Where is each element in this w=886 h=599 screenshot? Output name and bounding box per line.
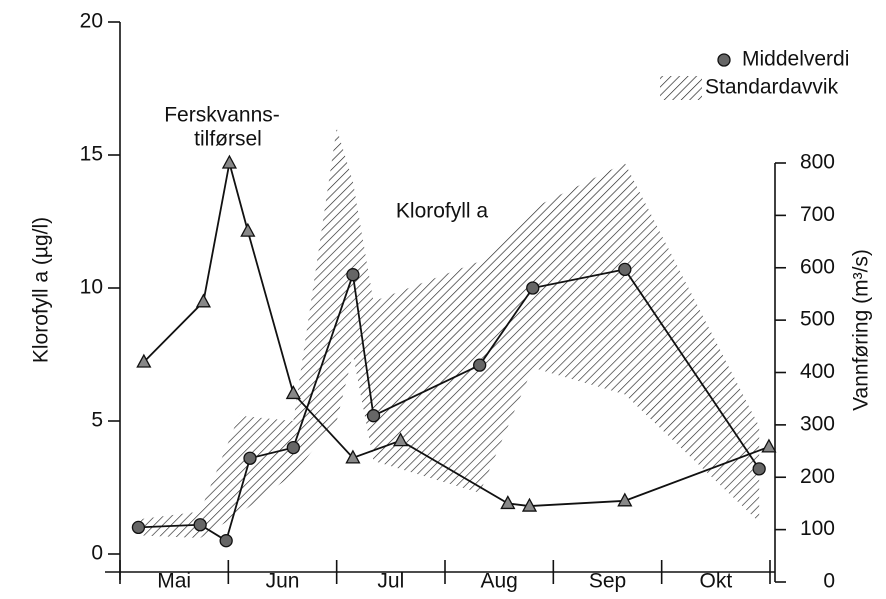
annotation: tilførsel <box>194 128 262 151</box>
circle-marker <box>243 451 257 465</box>
annotation: Klorofyll a <box>396 200 489 223</box>
x-tick-label: Aug <box>480 570 517 593</box>
circle-marker <box>286 440 300 455</box>
y2-tick-label: 600 <box>800 255 835 278</box>
triangle-marker <box>136 353 152 368</box>
y-tick-label: 0 <box>91 542 103 565</box>
y2-tick-label: 400 <box>800 360 835 383</box>
x-tick-label: Okt <box>699 570 732 593</box>
triangle-marker <box>392 432 409 447</box>
legend-label: Middelverdi <box>742 48 849 71</box>
circle-marker <box>752 462 766 476</box>
y-tick-label: 20 <box>80 10 103 33</box>
circle-marker <box>526 281 540 295</box>
circle-marker <box>131 520 146 535</box>
x-tick-label: Sep <box>589 570 626 593</box>
circle-marker <box>346 268 360 282</box>
circle-marker <box>473 358 487 372</box>
y2-tick-label: 800 <box>800 151 835 174</box>
std-band <box>138 128 760 539</box>
x-tick-label: Jul <box>377 570 404 593</box>
circle-marker <box>219 534 233 548</box>
triangle-marker <box>240 222 256 237</box>
y2-tick-label: 500 <box>800 308 835 331</box>
legend-label: Standardavvik <box>705 76 839 99</box>
triangle-marker <box>195 293 212 308</box>
y-tick-label: 10 <box>80 276 103 299</box>
triangle-marker <box>617 492 633 507</box>
triangle-marker <box>521 497 538 512</box>
triangle-marker <box>221 154 238 169</box>
x-tick-label: Jun <box>266 570 300 593</box>
y2-axis-label: Vannføring (m³/s) <box>850 249 873 411</box>
triangle-marker <box>285 385 301 400</box>
legend-marker <box>717 53 731 67</box>
y2-tick-label: 200 <box>800 465 835 488</box>
y2-tick-label: 0 <box>823 570 835 593</box>
y2-tick-label: 300 <box>800 412 835 435</box>
circle-marker <box>193 518 207 532</box>
y-tick-label: 15 <box>80 143 103 166</box>
legend-swatch <box>660 76 702 100</box>
triangle-marker <box>500 495 516 510</box>
triangle-marker <box>761 438 777 453</box>
y2-tick-label: 100 <box>800 517 835 540</box>
annotation: Ferskvanns- <box>164 104 280 127</box>
y-tick-label: 5 <box>91 409 103 432</box>
triangle-marker <box>345 449 361 464</box>
y2-tick-label: 700 <box>800 203 835 226</box>
x-tick-label: Mai <box>157 570 191 593</box>
circle-marker <box>618 262 632 277</box>
circle-marker <box>366 409 381 423</box>
y-axis-label: Klorofyll a (µg/l) <box>30 217 53 363</box>
